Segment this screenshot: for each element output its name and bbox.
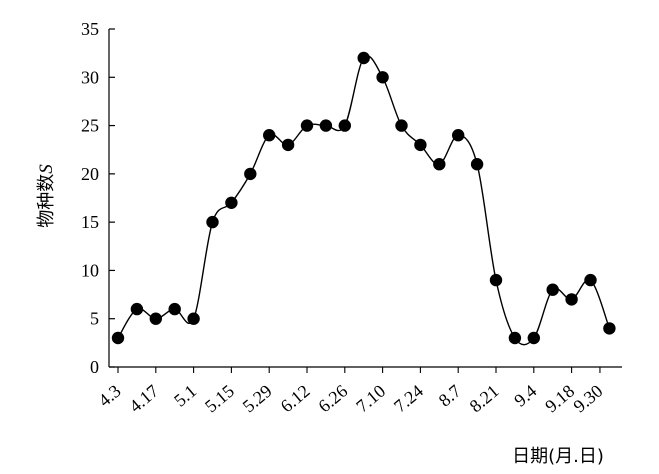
data-point (584, 273, 597, 287)
axes (108, 29, 622, 368)
x-tick-label: 6.12 (277, 381, 314, 417)
data-point (508, 331, 522, 345)
y-tick-label: 10 (81, 260, 99, 280)
x-axis-ticks: 4.3 4.17 5.1 5.15 5.29 6.12 6.26 7.10 7.24 8.7 8.2… (94, 367, 607, 417)
y-axis-title: 物种数 (36, 174, 57, 228)
x-tick-label: 5.15 (201, 381, 238, 417)
x-tick-label: 7.10 (352, 381, 389, 417)
data-point (263, 129, 276, 142)
x-tick-label: 4.3 (94, 381, 124, 411)
x-tick-label: 9.30 (570, 381, 607, 417)
data-point (225, 196, 238, 209)
y-tick-label: 20 (81, 164, 99, 184)
data-point (187, 312, 200, 325)
data-point (319, 119, 333, 132)
data-point (565, 293, 578, 306)
data-point (168, 302, 181, 316)
data-point (470, 158, 484, 171)
x-tick-label: 5.29 (239, 381, 276, 417)
data-point (603, 322, 616, 335)
svg-text:物种数S: 物种数S (36, 164, 57, 228)
data-point (527, 331, 540, 345)
data-point (300, 119, 314, 132)
x-tick-label: 7.24 (390, 381, 427, 417)
data-point (357, 51, 370, 65)
y-axis-title-symbol: S (36, 164, 57, 174)
data-point (206, 215, 219, 229)
data-point (338, 119, 351, 132)
data-point (281, 138, 295, 152)
y-axis-title-group: 物种数S (36, 164, 57, 228)
y-tick-label: 0 (90, 357, 99, 377)
x-tick-label: 8.21 (466, 381, 503, 417)
data-point (149, 312, 162, 325)
y-tick-label: 25 (81, 116, 99, 136)
x-tick-label: 8.7 (435, 381, 465, 411)
data-point (244, 167, 257, 181)
x-tick-label: 6.26 (314, 381, 351, 417)
y-tick-label: 35 (81, 19, 99, 39)
data-point (376, 71, 389, 84)
data-point (452, 129, 465, 142)
data-point (395, 119, 408, 132)
data-point (546, 283, 559, 296)
data-point (433, 158, 446, 171)
data-point (111, 331, 125, 345)
x-tick-label: 9.4 (510, 381, 540, 411)
data-point (414, 138, 427, 152)
x-tick-label: 4.17 (125, 381, 162, 417)
y-tick-label: 15 (81, 212, 99, 232)
y-axis-ticks: 0 5 10 15 20 25 30 35 (81, 19, 115, 377)
y-tick-label: 5 (90, 309, 99, 329)
x-axis-title: 日期(月.日) (512, 446, 604, 467)
data-points (111, 51, 616, 345)
y-tick-label: 30 (81, 67, 99, 87)
data-point (489, 273, 503, 287)
x-tick-label: 5.1 (170, 381, 200, 411)
series-line (117, 55, 611, 346)
data-point (130, 302, 144, 316)
